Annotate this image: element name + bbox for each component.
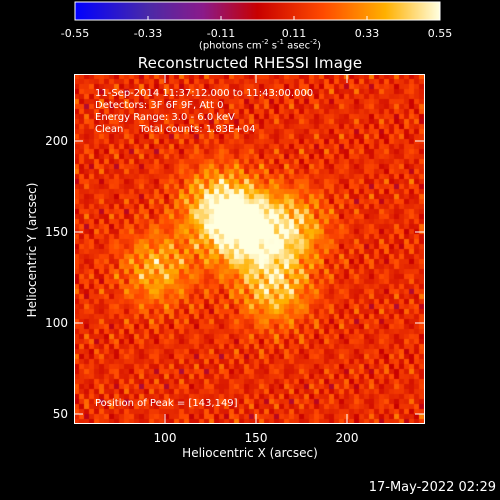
- plot-title: Reconstructed RHESSI Image: [137, 54, 363, 72]
- peak-position-label: Position of Peak = [143,149]: [95, 398, 238, 409]
- colorbar-tick: -0.33: [133, 27, 163, 40]
- clean-counts-label: Clean Total counts: 1.83E+04: [95, 124, 256, 135]
- y-tick-label: 150: [45, 225, 68, 239]
- colorbar-tick: 0.11: [281, 27, 307, 40]
- colorbar: [74, 1, 441, 21]
- timestamp: 17-May-2022 02:29: [368, 480, 496, 495]
- x-tick-label: 150: [244, 431, 268, 445]
- rhessi-image: [74, 74, 425, 424]
- colorbar-units: (photons cm-2 s-1 asec-2): [198, 38, 322, 52]
- time-range-label: 11-Sep-2014 11:37:12.000 to 11:43:00.000: [95, 88, 314, 99]
- y-axis-label: Heliocentric Y (arcsec): [25, 182, 39, 318]
- colorbar-gradient: [74, 1, 441, 21]
- colorbar-tick: -0.11: [206, 27, 236, 40]
- y-tick-label: 200: [45, 134, 68, 148]
- x-axis-label: Heliocentric X (arcsec): [182, 446, 318, 460]
- y-tick-label: 50: [52, 407, 68, 421]
- colorbar-tick: 0.55: [427, 27, 453, 40]
- x-tick-label: 100: [153, 431, 177, 445]
- colorbar-tick: -0.55: [60, 27, 90, 40]
- colorbar-tick: 0.33: [354, 27, 380, 40]
- energy-range-label: Energy Range: 3.0 - 6.0 keV: [95, 112, 235, 123]
- x-tick-label: 200: [335, 431, 359, 445]
- plot-frame: [74, 74, 425, 424]
- y-tick-label: 100: [45, 316, 68, 330]
- detectors-label: Detectors: 3F 6F 9F, Att 0: [95, 100, 224, 111]
